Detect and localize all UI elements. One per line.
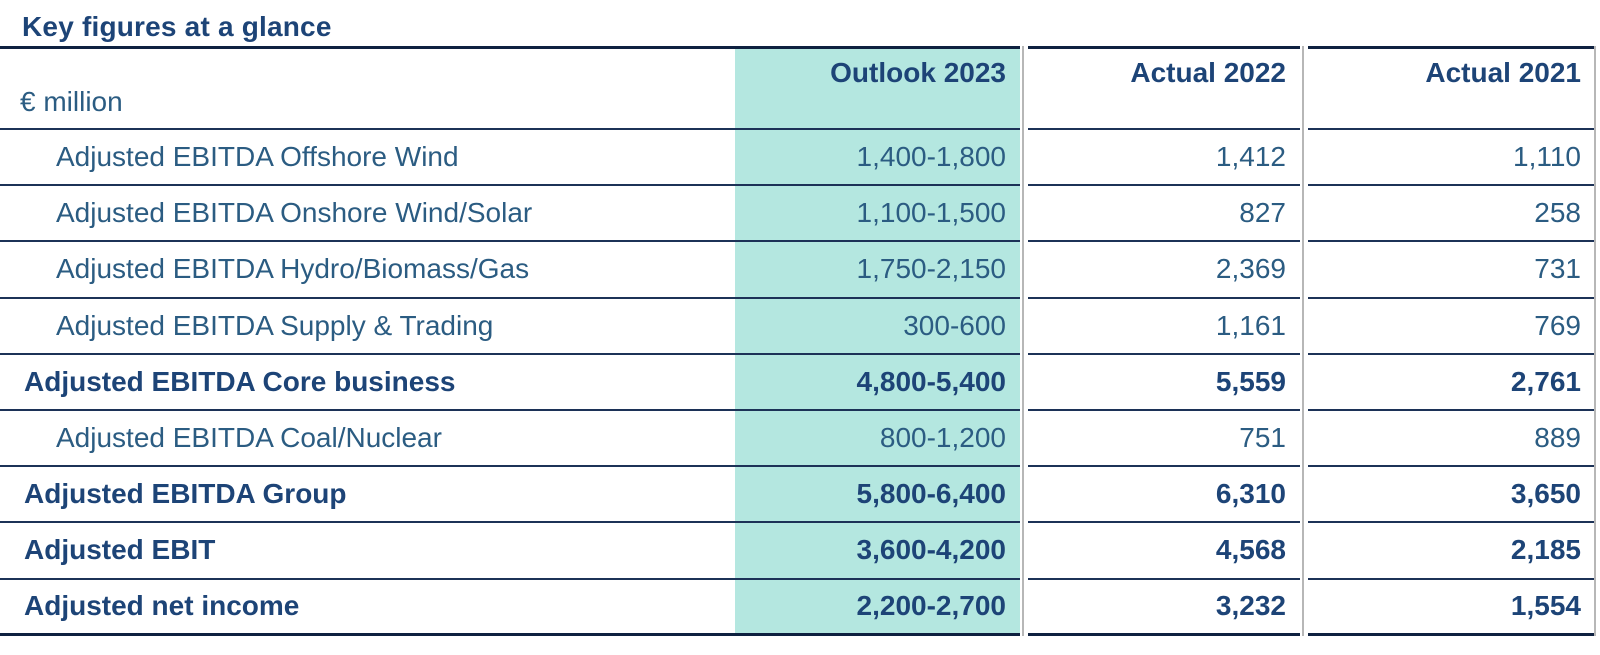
table-row-subtotal: Adjusted EBITDA Core business 4,800-5,40… [0,354,1600,411]
cell-outlook-2023: 1,750-2,150 [735,242,1020,299]
cell-actual-2021: 1,110 [1308,130,1595,187]
column-gap [1300,298,1308,355]
cell-actual-2021: 1,554 [1308,580,1595,636]
cell-outlook-2023: 1,100-1,500 [735,186,1020,243]
cell-outlook-2023: 2,200-2,700 [735,579,1020,636]
column-header-outlook-2023: Outlook 2023 [735,46,1020,130]
column-gap [1020,467,1028,524]
column-gap [1300,46,1308,130]
cell-outlook-2023: 5,800-6,400 [735,467,1020,524]
column-gap [1300,523,1308,580]
table-row: Adjusted EBITDA Supply & Trading 300-600… [0,298,1600,355]
key-figures-table: € million Outlook 2023 Actual 2022 Actua… [0,46,1600,636]
column-gap [1020,242,1028,299]
column-header-actual-2021: Actual 2021 [1308,46,1595,130]
column-gap [1300,410,1308,468]
cell-outlook-2023: 1,400-1,800 [735,130,1020,187]
cell-actual-2021: 3,650 [1308,467,1595,524]
table-row: Adjusted EBITDA Onshore Wind/Solar 1,100… [0,186,1600,243]
cell-actual-2022: 6,310 [1028,467,1300,524]
unit-label: € million [0,46,735,130]
cell-outlook-2023: 3,600-4,200 [735,523,1020,580]
row-label: Adjusted EBITDA Offshore Wind [0,130,735,187]
row-label: Adjusted net income [0,580,735,636]
column-divider-line [1022,46,1024,636]
cell-actual-2022: 3,232 [1028,580,1300,636]
table-row: Adjusted EBITDA Coal/Nuclear 800-1,200 7… [0,410,1600,468]
cell-actual-2021: 731 [1308,242,1595,299]
title-bar: Key figures at a glance [0,0,1600,46]
table-row-subtotal: Adjusted EBITDA Group 5,800-6,400 6,310 … [0,467,1600,524]
table-header-row: € million Outlook 2023 Actual 2022 Actua… [0,46,1600,130]
row-label: Adjusted EBITDA Onshore Wind/Solar [0,186,735,243]
table-row-subtotal: Adjusted net income 2,200-2,700 3,232 1,… [0,579,1600,636]
column-gap [1020,186,1028,243]
cell-actual-2021: 769 [1308,299,1595,355]
table-row-subtotal: Adjusted EBIT 3,600-4,200 4,568 2,185 [0,523,1600,580]
row-label: Adjusted EBITDA Hydro/Biomass/Gas [0,242,735,299]
cell-actual-2022: 1,412 [1028,130,1300,187]
column-gap [1020,354,1028,411]
cell-actual-2022: 2,369 [1028,242,1300,299]
page-title: Key figures at a glance [22,11,332,42]
column-gap [1020,579,1028,636]
row-label: Adjusted EBITDA Supply & Trading [0,299,735,355]
cell-actual-2022: 751 [1028,411,1300,468]
column-gap [1020,46,1028,130]
column-gap [1300,130,1308,187]
table-row: Adjusted EBITDA Offshore Wind 1,400-1,80… [0,130,1600,187]
column-gap [1300,354,1308,411]
column-gap [1020,298,1028,355]
column-divider-line [1302,46,1304,636]
column-header-actual-2022: Actual 2022 [1028,46,1300,130]
cell-actual-2022: 5,559 [1028,355,1300,411]
cell-actual-2021: 889 [1308,411,1595,468]
table-row: Adjusted EBITDA Hydro/Biomass/Gas 1,750-… [0,242,1600,299]
column-gap [1300,242,1308,299]
row-label: Adjusted EBITDA Group [0,467,735,524]
column-gap [1020,410,1028,468]
cell-actual-2022: 1,161 [1028,299,1300,355]
row-label: Adjusted EBIT [0,523,735,580]
cell-outlook-2023: 300-600 [735,298,1020,355]
cell-actual-2021: 2,761 [1308,355,1595,411]
column-gap [1020,523,1028,580]
column-divider-line [1594,46,1596,636]
cell-actual-2022: 4,568 [1028,523,1300,580]
cell-actual-2021: 258 [1308,186,1595,243]
column-gap [1300,579,1308,636]
column-gap [1300,186,1308,243]
cell-outlook-2023: 800-1,200 [735,410,1020,468]
row-label: Adjusted EBITDA Coal/Nuclear [0,411,735,468]
cell-outlook-2023: 4,800-5,400 [735,354,1020,411]
row-label: Adjusted EBITDA Core business [0,355,735,411]
column-gap [1020,130,1028,187]
column-gap [1300,467,1308,524]
cell-actual-2022: 827 [1028,186,1300,243]
cell-actual-2021: 2,185 [1308,523,1595,580]
